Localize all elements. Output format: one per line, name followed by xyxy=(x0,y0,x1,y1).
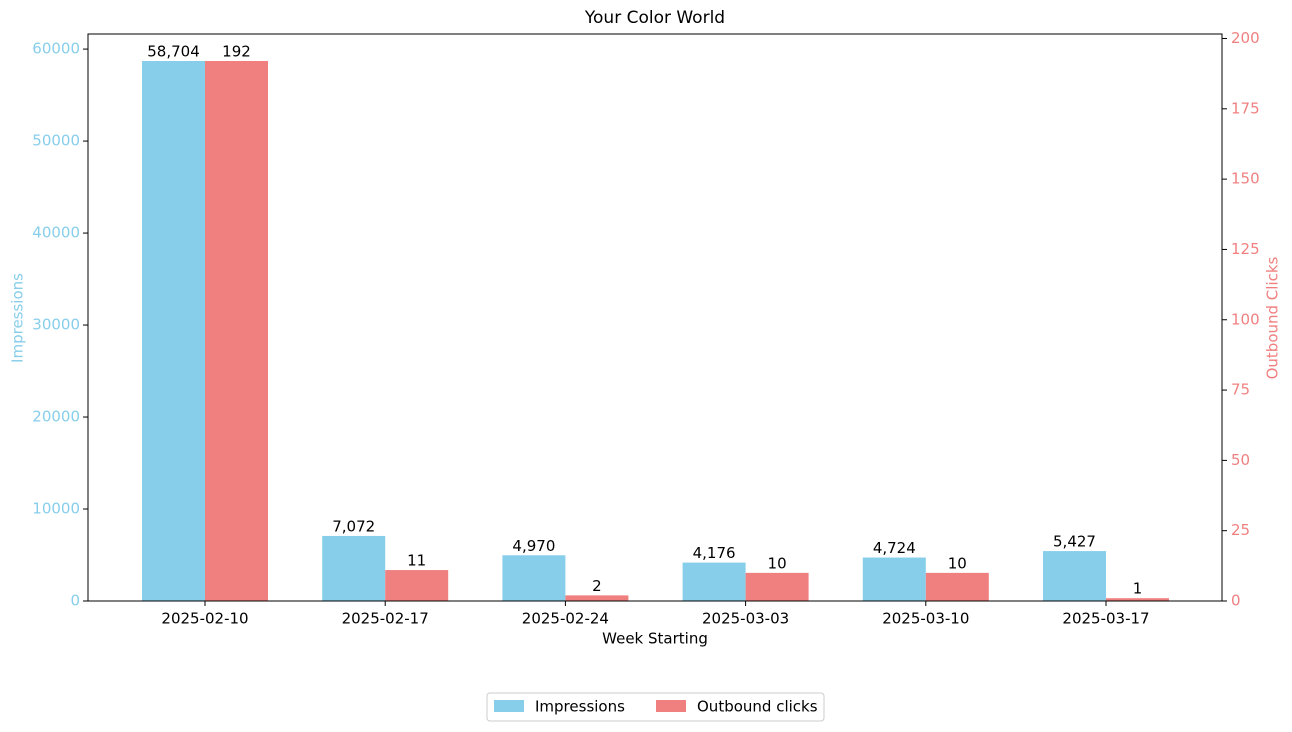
legend-label: Outbound clicks xyxy=(697,698,818,716)
y-tick-label: 60000 xyxy=(32,40,80,58)
value-label: 4,970 xyxy=(512,537,555,555)
y-tick-label: 0 xyxy=(70,592,80,610)
chart-title: Your Color World xyxy=(584,8,725,28)
y2-tick-label: 150 xyxy=(1231,170,1260,188)
y2-tick-label: 175 xyxy=(1231,99,1260,117)
value-label: 7,072 xyxy=(332,517,375,535)
value-label: 2 xyxy=(592,577,602,595)
y-tick-label: 30000 xyxy=(32,316,80,334)
value-label: 4,724 xyxy=(873,539,916,557)
y-tick-label: 40000 xyxy=(32,224,80,242)
x-tick-label: 2025-02-24 xyxy=(522,610,609,628)
x-tick-label: 2025-03-03 xyxy=(702,610,789,628)
y2-tick-label: 100 xyxy=(1231,310,1260,328)
bar xyxy=(565,595,629,601)
x-tick-label: 2025-03-17 xyxy=(1062,610,1149,628)
value-label: 5,427 xyxy=(1053,533,1096,551)
bar xyxy=(502,555,566,601)
y2-tick-label: 25 xyxy=(1231,521,1250,539)
x-tick-label: 2025-02-17 xyxy=(342,610,429,628)
x-tick-label: 2025-02-10 xyxy=(161,610,248,628)
bar xyxy=(925,572,989,601)
value-label: 58,704 xyxy=(147,42,200,60)
y2-axis-label: Outbound Clicks xyxy=(1264,256,1282,379)
bar xyxy=(745,572,809,601)
plot-frame xyxy=(87,33,1223,602)
y2-tick-label: 75 xyxy=(1231,381,1250,399)
value-label: 11 xyxy=(407,552,426,570)
value-label: 1 xyxy=(1133,580,1143,598)
legend-label: Impressions xyxy=(535,698,625,716)
bar xyxy=(205,61,268,601)
bar xyxy=(142,60,205,602)
y-tick-label: 20000 xyxy=(32,408,80,426)
y2-tick-label: 200 xyxy=(1231,29,1260,47)
value-label: 4,176 xyxy=(693,544,736,562)
y2-tick-label: 125 xyxy=(1231,240,1260,258)
bar xyxy=(322,535,386,601)
y-axis-label: Impressions xyxy=(9,273,27,363)
value-label: 192 xyxy=(222,43,251,61)
legend-swatch xyxy=(494,700,524,712)
x-tick-label: 2025-03-10 xyxy=(882,610,969,628)
bar xyxy=(385,570,449,601)
legend-box xyxy=(486,692,825,722)
y2-tick-label: 0 xyxy=(1231,592,1241,610)
y-tick-label: 10000 xyxy=(32,500,80,518)
x-axis-label: Week Starting xyxy=(602,630,708,648)
bar xyxy=(862,557,926,601)
y-tick-label: 50000 xyxy=(32,132,80,150)
value-label: 10 xyxy=(948,554,967,572)
bar xyxy=(682,562,746,601)
value-label: 10 xyxy=(768,554,787,572)
bar xyxy=(1043,551,1106,601)
legend-swatch xyxy=(656,700,686,712)
y2-tick-label: 50 xyxy=(1231,451,1250,469)
bar xyxy=(1106,598,1169,601)
